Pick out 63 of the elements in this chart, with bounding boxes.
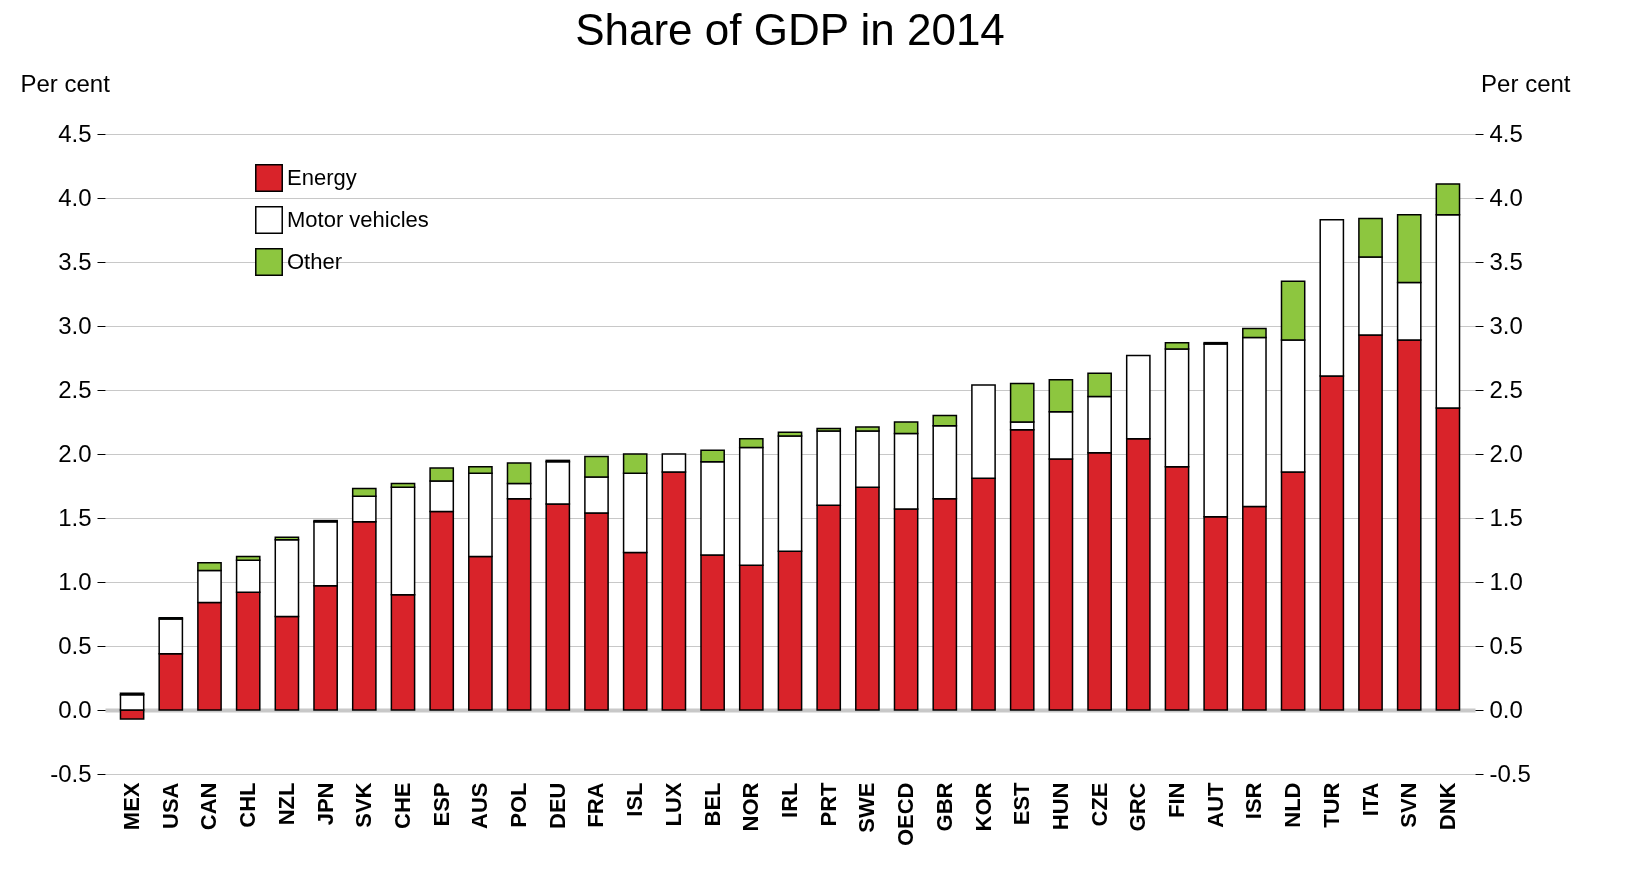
y2-tick-label: 0.0	[1489, 695, 1523, 723]
y-axis-title: Per cent	[20, 69, 111, 97]
x-tick-label: IRL	[777, 782, 802, 818]
y-tick-label: 2.0	[58, 439, 92, 467]
x-tick-label: SVK	[351, 782, 377, 828]
x-tick-label: DEU	[544, 782, 570, 829]
x-tick-label: LUX	[660, 782, 686, 827]
x-tick-label: SWE	[854, 782, 880, 833]
x-tick-label: CHL	[235, 782, 261, 828]
x-tick-label: FRA	[583, 782, 609, 828]
y2-tick-label: 3.0	[1489, 311, 1523, 339]
x-tick-label: CAN	[196, 782, 222, 831]
x-tick-label: POL	[506, 782, 532, 828]
x-tick-label: OECD	[893, 782, 919, 847]
y-tick-label: -0.5	[50, 759, 92, 787]
x-tick-label: NZL	[273, 782, 299, 826]
y2-tick-label: 1.0	[1489, 567, 1523, 595]
legend-label: Other	[287, 249, 343, 274]
y-tick-label: 2.5	[58, 375, 92, 403]
x-tick-label: NOR	[738, 782, 764, 832]
y2-tick-label: 2.0	[1489, 439, 1523, 467]
y2-tick-label: 2.5	[1489, 375, 1523, 403]
x-tick-label: HUN	[1047, 782, 1073, 831]
x-tick-label: ISR	[1241, 782, 1267, 820]
y-tick-label: 1.0	[58, 567, 92, 595]
x-tick-label: KOR	[970, 782, 996, 832]
x-tick-label: AUT	[1202, 781, 1228, 828]
y2-tick-label: 0.5	[1489, 631, 1523, 659]
y2-tick-label: 4.0	[1489, 183, 1523, 211]
y2-tick-label: 1.5	[1489, 503, 1523, 531]
y-tick-label: 0.5	[58, 631, 92, 659]
x-tick-label: CZE	[1086, 782, 1112, 827]
y-tick-label: 3.0	[58, 311, 92, 339]
x-tick-label: JPN	[312, 782, 338, 826]
x-tick-label: USA	[157, 782, 183, 829]
x-tick-label: FIN	[1164, 782, 1190, 818]
y-tick-label: 1.5	[58, 503, 92, 531]
legend-label: Motor vehicles	[287, 207, 429, 232]
y2-tick-label: -0.5	[1489, 759, 1531, 787]
x-tick-label: NLD	[1280, 782, 1306, 828]
x-tick-label: BEL	[699, 782, 725, 827]
x-tick-label: ITA	[1357, 782, 1383, 817]
x-tick-label: TUR	[1318, 782, 1344, 828]
y-tick-label: 4.0	[58, 183, 92, 211]
x-tick-label: PRT	[815, 781, 841, 827]
y-tick-label: 0.0	[58, 695, 92, 723]
x-tick-label: GRC	[1125, 782, 1151, 832]
x-tick-label: ESP	[428, 782, 454, 827]
x-tick-label: SVN	[1396, 782, 1422, 828]
y2-tick-label: 3.5	[1489, 247, 1523, 275]
x-tick-label: MEX	[119, 782, 145, 831]
legend-label: Energy	[287, 165, 357, 190]
x-tick-label: ISL	[622, 782, 648, 817]
x-tick-label: EST	[1009, 781, 1035, 826]
y2-axis-title: Per cent	[1481, 69, 1571, 97]
x-tick-label: AUS	[467, 782, 493, 829]
x-tick-label: CHE	[389, 782, 415, 829]
y-tick-label: 3.5	[58, 247, 92, 275]
chart-title: Share of GDP in 2014	[575, 5, 1005, 54]
y-tick-label: 4.5	[58, 119, 92, 147]
x-tick-label: DNK	[1434, 782, 1460, 831]
x-tick-label: GBR	[931, 782, 957, 832]
y2-tick-label: 4.5	[1489, 119, 1523, 147]
